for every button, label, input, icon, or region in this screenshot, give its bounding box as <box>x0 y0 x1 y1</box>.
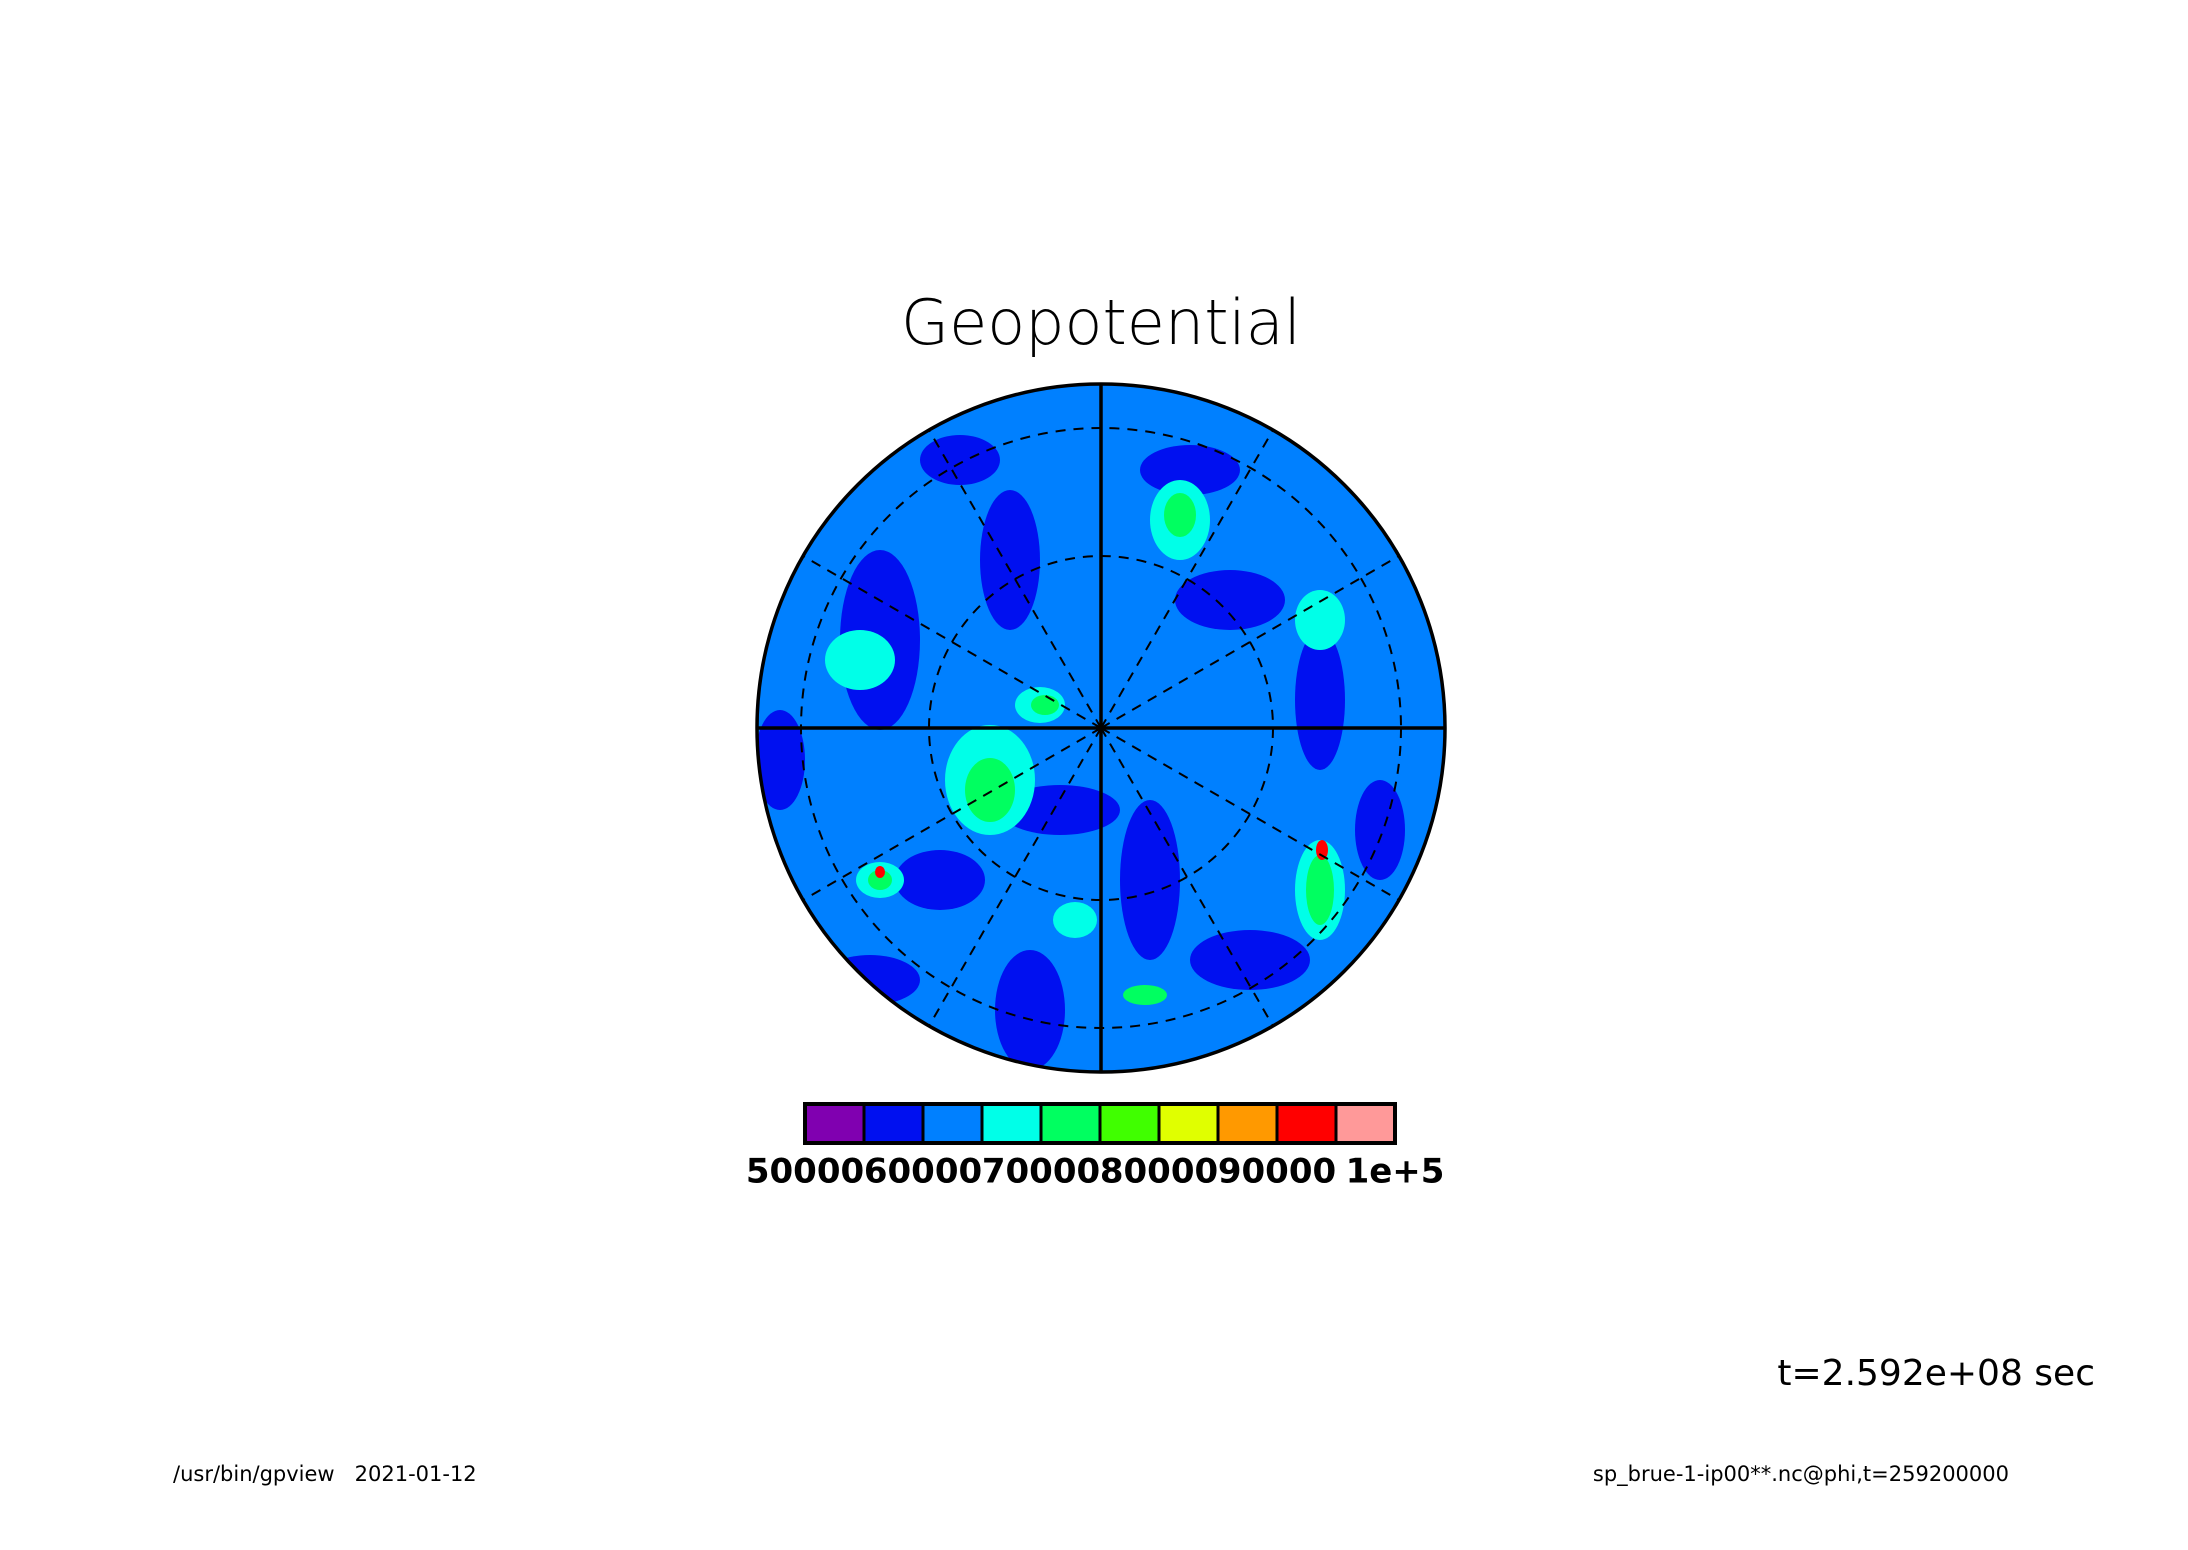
colorbar-tick-label: 80000 <box>1100 1152 1218 1192</box>
chart-title: Geopotential <box>901 286 1301 359</box>
colorbar-tick-label: 1e+5 <box>1346 1152 1445 1192</box>
colorbar-tick-label: 70000 <box>982 1152 1100 1192</box>
footer-left: /usr/bin/gpview 2021-01-12 <box>173 1462 477 1486</box>
colorbar-frame <box>803 1102 1397 1145</box>
colorbar-box <box>1098 1102 1161 1145</box>
colorbar-box <box>1039 1102 1102 1145</box>
time-annotation: t=2.592e+08 sec <box>1777 1353 2095 1394</box>
colorbar-box <box>921 1102 984 1145</box>
colorbar-tick-label: 50000 <box>746 1152 864 1192</box>
colorbar-tick-label: 60000 <box>864 1152 982 1192</box>
colorbar-box <box>980 1102 1043 1145</box>
colorbar-box <box>862 1102 925 1145</box>
colorbar-box <box>803 1102 866 1145</box>
colorbar-box <box>1334 1102 1397 1145</box>
colorbar-tick-label: 90000 <box>1218 1152 1336 1192</box>
footer-right: sp_brue-1-ip00**.nc@phi,t=259200000 <box>1593 1462 2009 1487</box>
colorbar-box <box>1157 1102 1220 1145</box>
globe-frame <box>755 382 1447 1074</box>
colorbar-box <box>1216 1102 1279 1145</box>
colorbar-box <box>1275 1102 1338 1145</box>
